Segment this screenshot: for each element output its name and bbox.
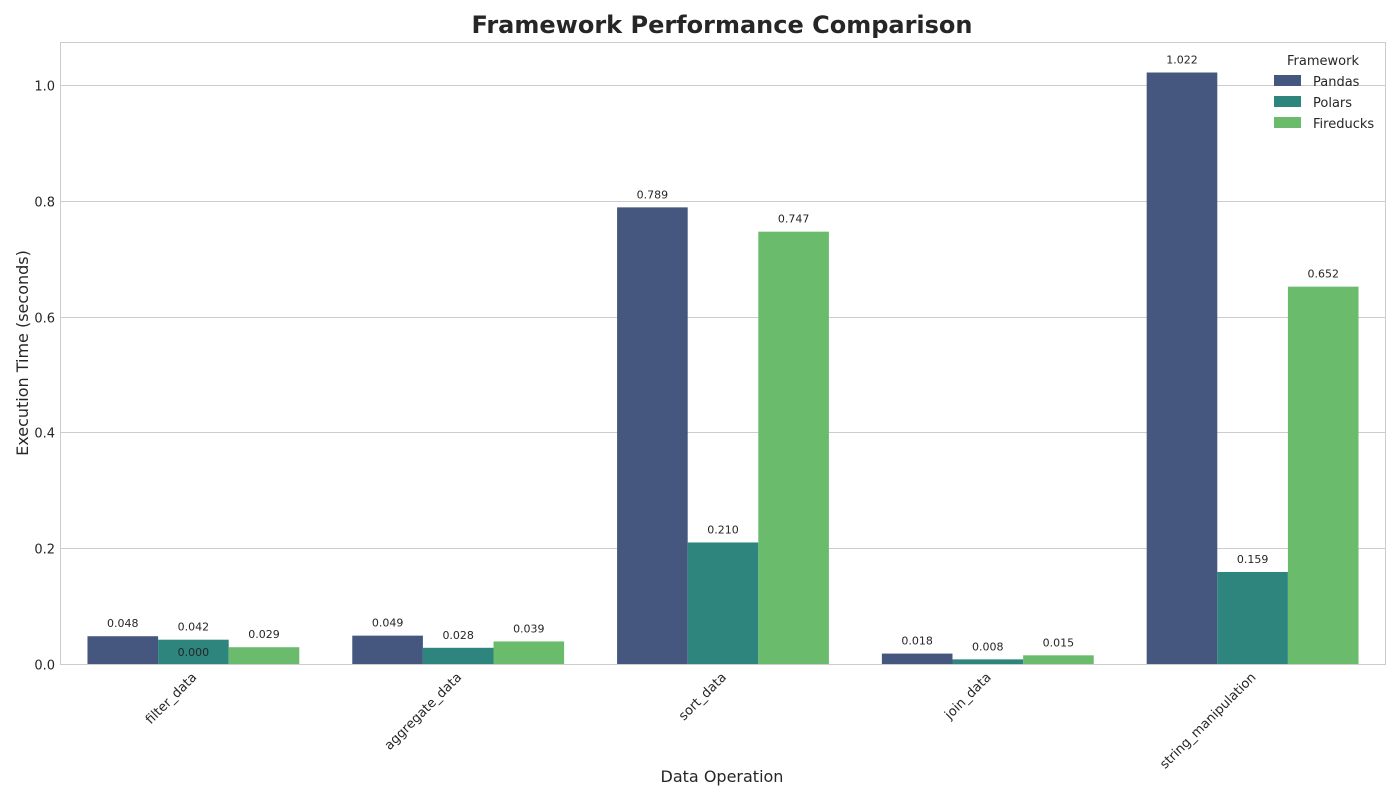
- chart-title: Framework Performance Comparison: [471, 11, 972, 39]
- x-tick-label: sort_data: [676, 670, 730, 724]
- data-label: 0.029: [248, 628, 280, 641]
- y-axis-label: Execution Time (seconds): [13, 250, 32, 456]
- bar-pandas-string_manipulation: [1146, 72, 1218, 665]
- data-label: 0.015: [1043, 636, 1075, 649]
- legend-title: Framework: [1287, 54, 1359, 69]
- bar-polars-filter_data: [158, 639, 229, 664]
- plot-frame: [60, 42, 1386, 665]
- data-label: 0.048: [107, 617, 139, 630]
- bar-fireducks-string_manipulation: [1287, 286, 1359, 664]
- data-label: 0.652: [1307, 268, 1339, 281]
- data-label: 0.028: [442, 629, 474, 642]
- legend-swatch: [1274, 96, 1301, 107]
- bar-polars-aggregate_data: [422, 647, 494, 664]
- x-tick-label: aggregate_data: [382, 670, 465, 753]
- y-tick-label: 1.0: [34, 80, 55, 95]
- data-label: 1.022: [1166, 54, 1198, 67]
- bar-pandas-filter_data: [87, 636, 159, 664]
- legend-label: Pandas: [1313, 75, 1360, 90]
- bars: [87, 72, 1359, 665]
- bar-polars-string_manipulation: [1217, 571, 1288, 664]
- data-label: 0.210: [707, 523, 739, 536]
- data-label: 0.159: [1237, 553, 1269, 566]
- x-tick-labels: filter_data aggregate_data sort_data join_d…: [143, 670, 1259, 772]
- data-label: 0.008: [972, 640, 1004, 653]
- bar-fireducks-sort_data: [758, 231, 829, 664]
- data-label: 0.789: [637, 188, 669, 201]
- x-tick-label: string_manipulation: [1157, 670, 1259, 772]
- bar-polars-sort_data: [687, 542, 759, 664]
- y-tick-label: 0.8: [34, 196, 55, 211]
- y-tick-label: 0.4: [34, 427, 55, 442]
- data-label: 0.039: [513, 622, 545, 635]
- x-tick-label: join_data: [941, 670, 994, 723]
- data-label: 0.747: [778, 213, 810, 226]
- bar-pandas-aggregate_data: [352, 635, 423, 664]
- y-tick-label: 0.0: [34, 659, 55, 674]
- data-label: 0.018: [901, 635, 933, 648]
- legend-swatch: [1274, 75, 1301, 86]
- bar-pandas-sort_data: [617, 207, 688, 664]
- y-tick-labels: 0.0 0.2 0.4 0.6 0.8 1.0: [34, 80, 55, 674]
- bar-fireducks-filter_data: [228, 647, 300, 664]
- bar-pandas-join_data: [881, 653, 953, 664]
- bar-fireducks-aggregate_data: [493, 641, 565, 664]
- legend-label: Fireducks: [1313, 117, 1374, 132]
- x-tick-label: filter_data: [143, 670, 200, 727]
- legend-swatch: [1274, 117, 1301, 128]
- bar-polars-join_data: [952, 659, 1024, 664]
- data-label: 0.049: [372, 617, 404, 630]
- x-axis-label: Data Operation: [661, 767, 784, 786]
- y-tick-label: 0.2: [34, 543, 55, 558]
- legend-label: Polars: [1313, 96, 1352, 111]
- data-label: 0.042: [178, 621, 210, 634]
- legend: Framework Pandas Polars Fireducks: [1274, 54, 1374, 132]
- data-labels: 0.048 0.049 0.789 0.018 1.022 0.042 0.028 0.210…: [107, 54, 1339, 659]
- bar-fireducks-join_data: [1023, 655, 1094, 664]
- data-label-extra: 0.000: [178, 646, 210, 659]
- y-tick-label: 0.6: [34, 312, 55, 327]
